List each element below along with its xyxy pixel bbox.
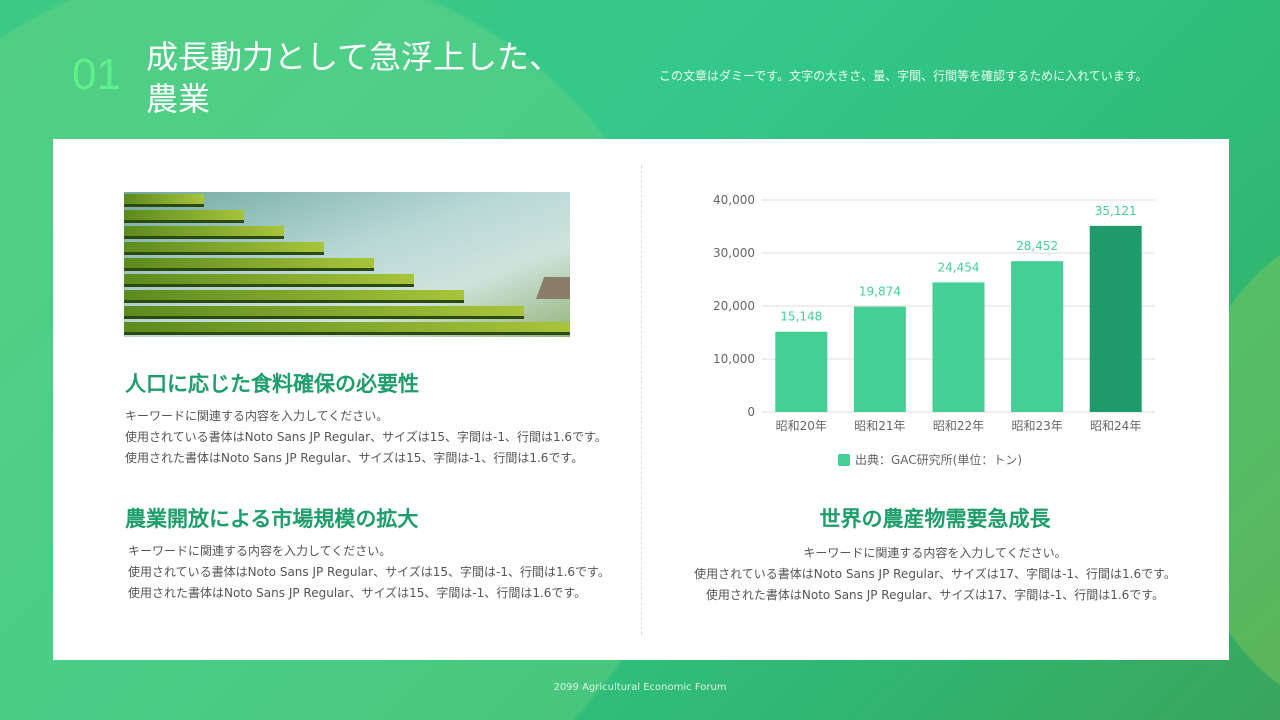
data-label: 15,148	[780, 310, 822, 324]
subtitle: この文章はダミーです。文字の大きさ、量、字間、行間等を確認するために入れています…	[659, 69, 1148, 83]
body-line: キーワードに関連する内容を入力してください。	[128, 544, 392, 558]
x-tick-label: 昭和24年	[1090, 419, 1141, 433]
data-label: 19,874	[859, 285, 901, 299]
y-tick-label: 40,000	[713, 193, 755, 207]
divider	[641, 165, 642, 635]
bar	[775, 331, 828, 412]
right-heading: 世界の農産物需要急成長	[819, 507, 1051, 531]
body-line: 使用された書体はNoto Sans JP Regular、サイズは15、字間は-…	[125, 451, 584, 465]
page-title: 成長動力として急浮上した、 農業	[146, 36, 561, 120]
bar	[932, 282, 985, 412]
y-tick-label: 10,000	[713, 352, 755, 366]
data-label: 28,452	[1016, 239, 1058, 253]
data-label: 35,121	[1095, 204, 1137, 218]
data-label: 24,454	[938, 260, 980, 274]
rice-terrace-photo	[124, 192, 570, 337]
section2-body: キーワードに関連する内容を入力してください。 使用されている書体はNoto Sa…	[128, 541, 610, 604]
x-tick-label: 昭和22年	[933, 419, 984, 433]
y-tick-label: 20,000	[713, 299, 755, 313]
legend-label: 出典：GAC研究所(単位：トン)	[855, 452, 1022, 467]
body-line: 使用されている書体はNoto Sans JP Regular、サイズは15、字間…	[125, 430, 607, 444]
section1-heading: 人口に応じた食料確保の必要性	[125, 372, 419, 396]
bar	[853, 306, 906, 412]
body-line: 使用されている書体はNoto Sans JP Regular、サイズは15、字間…	[128, 565, 610, 579]
section1-body: キーワードに関連する内容を入力してください。 使用されている書体はNoto Sa…	[125, 406, 607, 469]
body-line: キーワードに関連する内容を入力してください。	[125, 409, 389, 423]
body-line: キーワードに関連する内容を入力してください。	[803, 546, 1067, 560]
body-line: 使用されている書体はNoto Sans JP Regular、サイズは17、字間…	[694, 567, 1176, 581]
bar	[1089, 225, 1142, 412]
y-tick-label: 0	[747, 405, 755, 419]
body-line: 使用された書体はNoto Sans JP Regular、サイズは15、字間は-…	[128, 586, 587, 600]
x-tick-label: 昭和20年	[776, 419, 827, 433]
title-line: 成長動力として急浮上した、	[146, 38, 562, 76]
body-line: 使用された書体はNoto Sans JP Regular、サイズは17、字間は-…	[705, 588, 1165, 602]
right-body: キーワードに関連する内容を入力してください。 使用されている書体はNoto Sa…	[641, 543, 1229, 606]
footer: 2099 Agricultural Economic Forum	[553, 682, 727, 693]
x-tick-label: 昭和23年	[1011, 419, 1062, 433]
bar	[1011, 261, 1064, 412]
section-number: 01	[72, 50, 121, 99]
section2-heading: 農業開放による市場規模の拡大	[125, 507, 419, 531]
y-tick-label: 30,000	[713, 246, 755, 260]
x-tick-label: 昭和21年	[854, 419, 905, 433]
title-line: 農業	[146, 80, 211, 118]
legend-swatch	[838, 454, 850, 466]
